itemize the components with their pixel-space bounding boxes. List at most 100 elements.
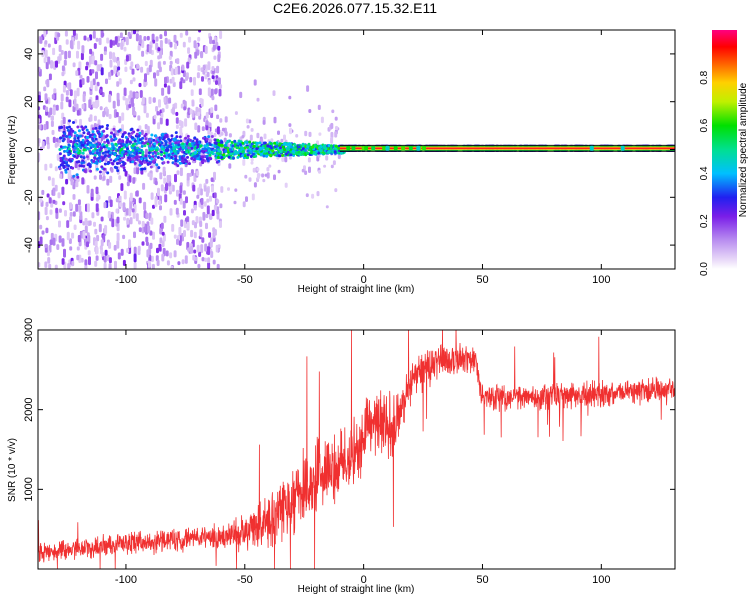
spectrogram-cell [107,154,110,158]
spectrogram-cell [69,140,73,143]
spectrogram-cell [51,94,55,100]
spectrogram-cell [78,205,82,213]
spectrogram-cell [293,143,297,147]
spectrogram-cell [188,162,191,166]
spectrogram-cell [273,145,277,149]
spectrogram-cell [209,213,212,220]
spectrogram-cell [212,39,215,45]
spectrogram-cell [190,208,194,214]
spectrogram-cell [190,146,194,150]
spectrogram-cell [122,166,126,170]
spectrogram-cell [95,203,99,213]
spectrogram-cell [266,172,270,179]
spectrogram-cell [159,172,163,180]
spectrogram-cell [332,160,336,166]
spectrogram-cell [122,95,126,101]
spectrogram-cell [67,143,71,147]
spectrogram-cell [115,208,119,214]
spectrogram-cell [171,223,175,232]
spectrogram-cell [75,134,79,137]
spectrogram-cell [95,246,99,255]
colorbar: 0.0 0.2 0.4 0.6 0.8 Normalized spectral ampl… [699,30,749,276]
spectrogram-cell [126,158,130,162]
spectrogram-cell [149,242,153,249]
spectrogram-cell [116,99,120,107]
spectrogram-cell [185,150,189,154]
spectrogram-cell [144,73,147,83]
spectrogram-cell [286,150,290,154]
spectrogram-cell [109,199,113,208]
spectrogram-cell [223,144,227,147]
spectrogram-cell [337,146,341,150]
spectrogram-cell [72,174,76,178]
spectrogram-cell [104,249,108,256]
spectrogram-cell [80,164,84,168]
spectrogram-cell [148,44,152,54]
spectrogram-cell [62,201,66,206]
spectrogram-cell [76,136,80,140]
spectrogram-cell [137,148,141,151]
spectrogram-cell [175,111,179,117]
spectrogram-cell [58,44,62,52]
spectrogram-cell [143,105,147,114]
spectrogram-cell [95,148,99,152]
spectrogram-cell [146,125,150,135]
spectrogram-cell [100,239,104,247]
spectrogram-cell [289,153,293,157]
spectrogram-cell [115,197,119,203]
spectrogram-cell [45,201,49,207]
spectrogram-cell [67,164,70,168]
spectrogram-cell [38,106,41,111]
spectrogram-cell [38,124,42,130]
spectrogram-cell [172,103,176,108]
spectrogram-cell [170,156,174,159]
spectrogram-cell [313,144,317,148]
spectrogram-cell [86,132,90,136]
spectrogram-cell [77,40,81,50]
spectrogram-cell [250,157,254,162]
spectrogram-cell [79,118,82,128]
spectrogram-cell [185,196,188,204]
spectrogram-cell [116,216,120,224]
spectrogram-cell [210,177,214,183]
spectrogram-cell [82,148,86,152]
spectrogram-cell [129,79,133,85]
spectrogram-cell [135,132,139,136]
spectrogram-cell [234,188,238,192]
spectrogram-cell [268,164,272,168]
spectrogram-cell [107,211,111,219]
spectrogram-x-tick-label: 50 [476,274,488,286]
spectrogram-cell [202,211,206,221]
spectrogram-cell [159,34,163,40]
spectrogram-cell [159,227,163,235]
spectrogram-cell [81,143,85,147]
spectrogram-cell [331,109,335,114]
spectrogram-cell [102,134,106,140]
spectrogram-cell [101,156,105,160]
spectrogram-cell [92,149,95,153]
spectrogram-cell [164,148,168,152]
spectrogram-cell [205,123,209,131]
spectrogram-cell [148,138,152,142]
spectrogram-cell [193,76,196,86]
spectrogram-cell [178,226,182,236]
spectrogram-cell [50,120,54,127]
spectrogram-cell [279,146,282,150]
spectrogram-cell [82,126,86,130]
snr-x-tick-label: -100 [115,574,137,586]
spectrogram-cell [197,65,201,72]
spectrogram-cell [330,122,334,130]
spectrogram-cell [126,248,130,253]
spectrogram-cell [152,97,156,103]
spectrogram-cell [85,61,89,66]
spectrogram-cell [290,145,294,149]
spectrogram-cell [143,160,147,164]
spectrogram-cell [208,122,212,128]
spectrogram-cell [195,138,199,142]
spectrogram-cell [59,145,63,149]
spectrogram-cell [122,234,126,240]
spectrogram-cell [150,217,154,225]
spectrogram-cell [76,147,80,151]
spectrogram-cell [163,96,167,104]
spectrogram-cell [152,231,155,240]
